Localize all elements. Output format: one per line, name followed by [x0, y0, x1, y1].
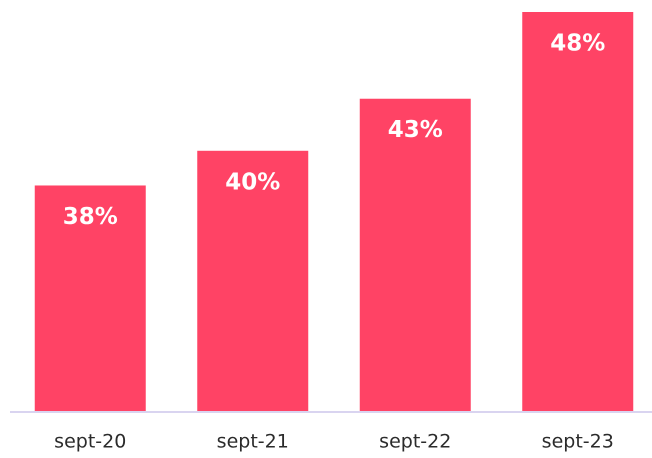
- x-tick-label: sept-22: [379, 431, 451, 453]
- x-tick-label: sept-21: [217, 431, 289, 453]
- value-label: 38%: [63, 204, 118, 230]
- bar: [34, 185, 146, 411]
- value-label: 48%: [550, 31, 605, 57]
- value-label: 43%: [388, 117, 443, 143]
- x-tick-label: sept-23: [542, 431, 614, 453]
- x-tick-label: sept-20: [54, 431, 126, 453]
- value-label: 40%: [225, 169, 280, 195]
- bar: [197, 150, 309, 412]
- bar: [522, 12, 634, 411]
- bar: [359, 98, 471, 411]
